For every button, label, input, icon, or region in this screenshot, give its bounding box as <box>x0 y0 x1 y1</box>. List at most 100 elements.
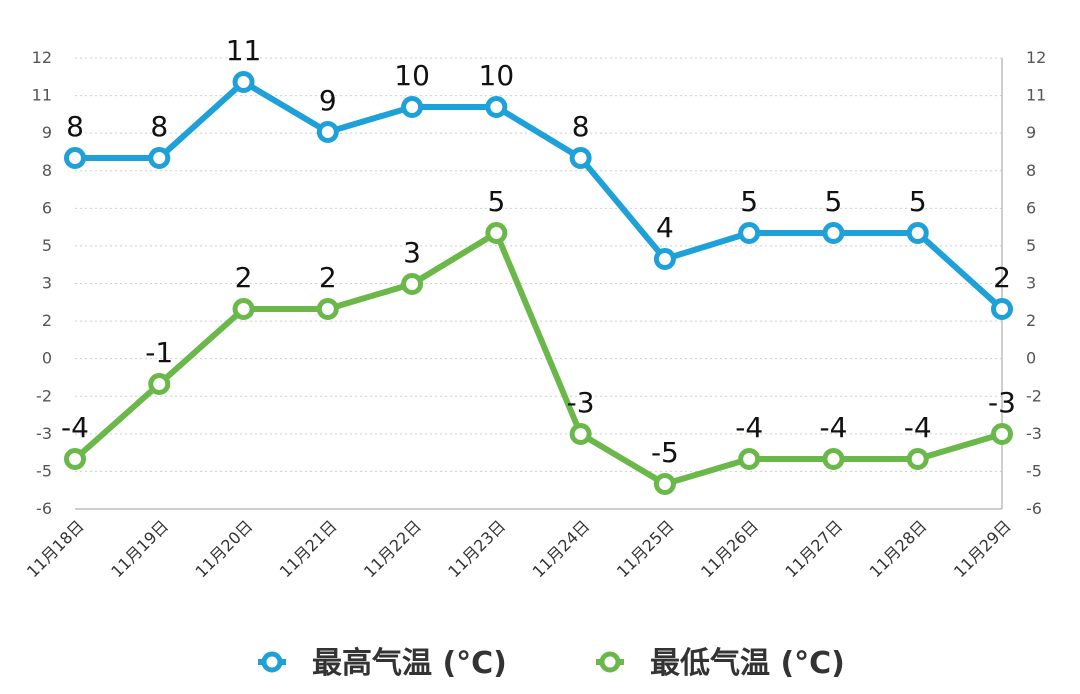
data-point[interactable] <box>64 448 86 470</box>
data-point[interactable] <box>401 273 424 295</box>
data-label: 9 <box>319 84 337 117</box>
axes <box>75 58 1003 510</box>
data-point[interactable] <box>822 222 845 244</box>
y-axis-right-ticks: 12 11 9 8 6 5 3 2 0 -2 -3 -5 -6 <box>1026 48 1046 518</box>
data-label: 5 <box>740 185 758 218</box>
data-label: 2 <box>235 261 253 294</box>
grid <box>75 57 1002 510</box>
legend: 最高气温 (°C) 最低气温 (°C) <box>258 646 845 681</box>
data-label: 8 <box>66 110 84 143</box>
data-label: -4 <box>735 411 763 444</box>
data-point[interactable] <box>991 298 1013 320</box>
data-label: 5 <box>825 185 843 218</box>
data-point[interactable] <box>906 222 929 244</box>
y-tick-label-left: -2 <box>36 386 52 405</box>
y-tick-label-left: 5 <box>42 236 52 255</box>
y-tick-label-left: -6 <box>36 499 52 518</box>
x-category-label: 11月20日 <box>192 516 257 581</box>
series-line-high <box>72 79 1005 312</box>
legend-label-high: 最高气温 (°C) <box>312 646 507 681</box>
data-point[interactable] <box>738 448 761 470</box>
data-label: 2 <box>993 261 1011 294</box>
y-tick-label-right: 6 <box>1026 198 1036 217</box>
x-category-label: 11月25日 <box>613 516 678 581</box>
data-label: -5 <box>651 436 679 469</box>
y-tick-label-right: -5 <box>1026 461 1042 480</box>
data-point[interactable] <box>316 121 339 143</box>
data-point[interactable] <box>401 96 424 118</box>
x-category-label: 11月23日 <box>444 516 509 581</box>
y-tick-label-left: 9 <box>42 123 52 142</box>
data-point[interactable] <box>653 248 676 270</box>
y-tick-label-right: 0 <box>1026 349 1036 368</box>
data-label: -1 <box>145 336 173 369</box>
data-point[interactable] <box>485 222 508 244</box>
data-label: 8 <box>150 110 168 143</box>
y-tick-label-right: 3 <box>1026 274 1036 293</box>
x-category-label: 11月24日 <box>529 516 594 581</box>
y-tick-label-right: 2 <box>1026 311 1036 330</box>
y-axis-left-ticks: 12 11 9 8 6 5 3 2 0 -2 -3 -5 -6 <box>32 48 52 518</box>
legend-item-high[interactable]: 最高气温 (°C) <box>258 646 507 681</box>
data-label: -3 <box>988 386 1016 419</box>
data-label: -3 <box>567 386 595 419</box>
x-category-label: 11月28日 <box>866 516 931 581</box>
data-point[interactable] <box>64 147 86 169</box>
y-tick-label-right: -2 <box>1026 386 1042 405</box>
data-point[interactable] <box>148 147 171 169</box>
data-label: 5 <box>909 185 927 218</box>
y-tick-label-right: 12 <box>1026 48 1046 67</box>
legend-label-low: 最低气温 (°C) <box>650 646 845 681</box>
y-tick-label-left: 3 <box>42 274 52 293</box>
data-point[interactable] <box>232 298 255 320</box>
data-point[interactable] <box>991 423 1013 445</box>
data-point[interactable] <box>653 473 676 495</box>
x-category-label: 11月22日 <box>360 516 425 581</box>
data-label: 10 <box>479 59 515 92</box>
y-tick-label-right: 8 <box>1026 161 1036 180</box>
data-point[interactable] <box>316 298 339 320</box>
y-tick-label-left: 6 <box>42 198 52 217</box>
x-category-label: 11月26日 <box>697 516 762 581</box>
x-category-label: 11月27日 <box>781 516 846 581</box>
y-tick-label-right: -3 <box>1026 424 1042 443</box>
y-tick-label-right: 9 <box>1026 123 1036 142</box>
y-tick-label-right: -6 <box>1026 499 1042 518</box>
y-tick-label-left: -5 <box>36 461 52 480</box>
data-point[interactable] <box>738 222 761 244</box>
y-tick-label-right: 11 <box>1026 86 1046 105</box>
data-point[interactable] <box>569 147 592 169</box>
data-point[interactable] <box>485 96 508 118</box>
data-point[interactable] <box>148 373 171 395</box>
y-tick-label-left: 0 <box>42 349 52 368</box>
y-tick-label-left: 11 <box>32 86 52 105</box>
y-tick-label-left: 8 <box>42 161 52 180</box>
x-category-label: 11月19日 <box>107 516 172 581</box>
data-label: 2 <box>319 261 337 294</box>
series <box>64 71 1013 495</box>
data-point[interactable] <box>822 448 845 470</box>
legend-marker-high <box>261 651 283 673</box>
series-line-low <box>72 230 1005 487</box>
data-label: -4 <box>904 411 932 444</box>
data-label: 8 <box>572 110 590 143</box>
y-tick-label-left: 2 <box>42 311 52 330</box>
data-label: -4 <box>61 411 89 444</box>
data-point[interactable] <box>569 423 592 445</box>
y-tick-label-right: 5 <box>1026 236 1036 255</box>
data-point[interactable] <box>906 448 929 470</box>
data-label: 4 <box>656 211 674 244</box>
data-label: 5 <box>487 185 505 218</box>
x-category-label: 11月18日 <box>23 516 88 581</box>
data-label: 3 <box>403 236 421 269</box>
data-label: 11 <box>226 34 262 67</box>
x-axis-categories: 11月18日 11月19日 11月20日 11月21日 11月22日 11月23日 11月2… <box>23 516 1015 581</box>
data-label: -4 <box>819 411 847 444</box>
y-tick-label-left: -3 <box>36 424 52 443</box>
data-point[interactable] <box>232 71 255 93</box>
data-labels: 8 8 11 9 10 10 8 4 5 5 5 2 -4 -1 2 2 3 5 -3 -5 -4 -4 -4 -3 <box>61 34 1016 469</box>
legend-marker-low <box>599 651 621 673</box>
y-tick-label-left: 12 <box>32 48 52 67</box>
legend-item-low[interactable]: 最低气温 (°C) <box>596 646 845 681</box>
x-category-label: 11月29日 <box>950 516 1015 581</box>
